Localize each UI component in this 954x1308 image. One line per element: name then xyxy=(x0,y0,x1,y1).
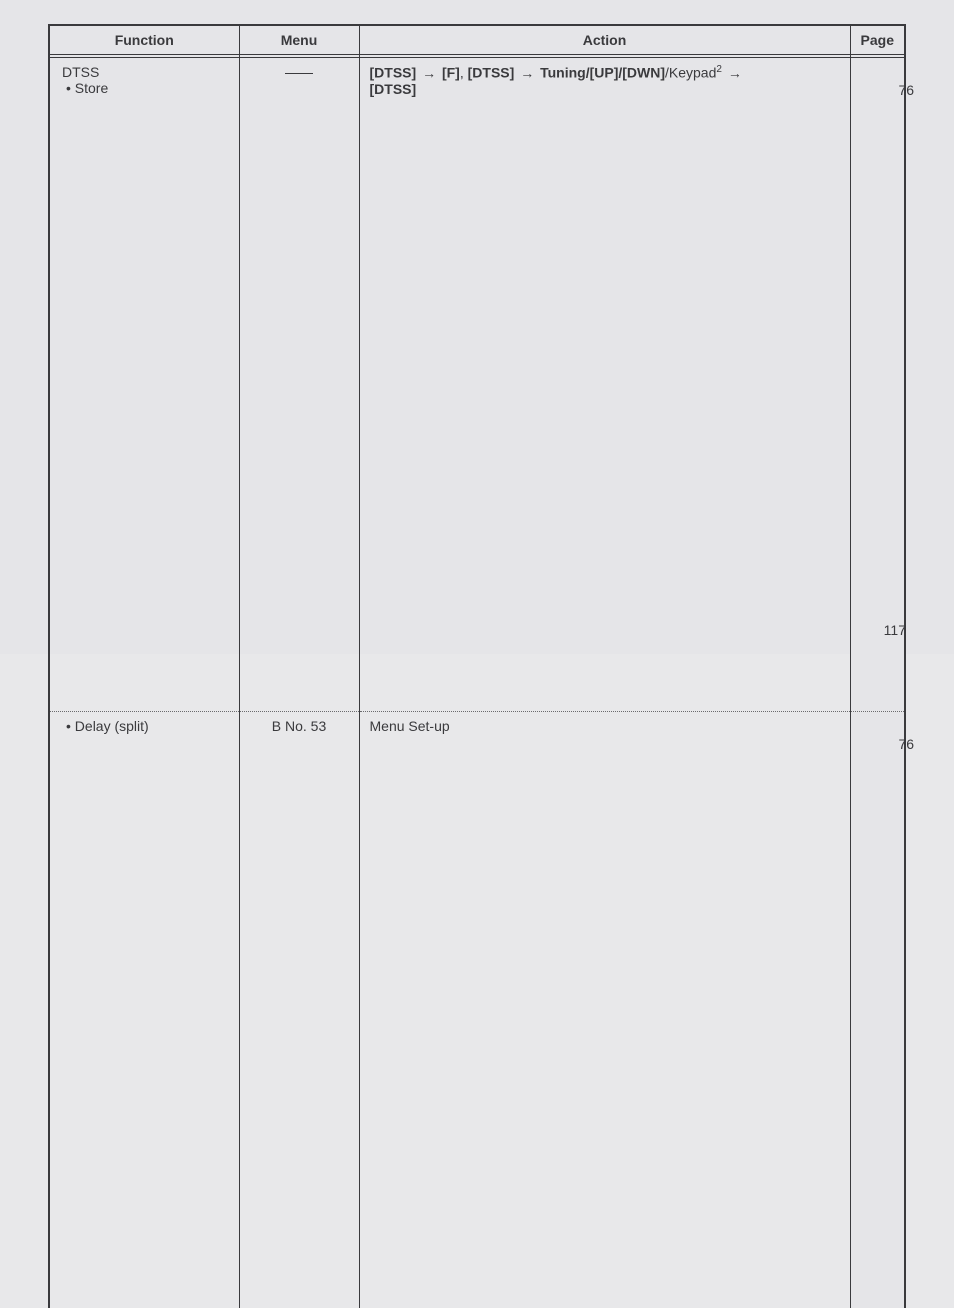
col-action: Action xyxy=(359,25,850,55)
col-menu: Menu xyxy=(239,25,359,55)
col-function: Function xyxy=(49,25,239,55)
cell-page: 76 xyxy=(850,58,905,712)
function-index-table: Function Menu Action Page DTSSStore [DTSS… xyxy=(48,24,906,1308)
cell-action: [DTSS] → [F], [DTSS] → Tuning/[UP]/[DWN]… xyxy=(359,58,850,712)
cell-menu xyxy=(239,58,359,712)
page-number: 117 xyxy=(884,622,906,638)
table-row: DTSSStore [DTSS] → [F], [DTSS] → Tuning/[… xyxy=(49,58,905,712)
cell-function: Delay (split) xyxy=(49,712,239,1308)
table-header-row: Function Menu Action Page xyxy=(49,25,905,55)
cell-menu: B No. 53 xyxy=(239,712,359,1308)
cell-page: 76 xyxy=(850,712,905,1308)
cell-action: Menu Set-up xyxy=(359,712,850,1308)
table-row: Delay (split)B No. 53Menu Set-up76 xyxy=(49,712,905,1308)
col-page: Page xyxy=(850,25,905,55)
cell-function: DTSSStore xyxy=(49,58,239,712)
